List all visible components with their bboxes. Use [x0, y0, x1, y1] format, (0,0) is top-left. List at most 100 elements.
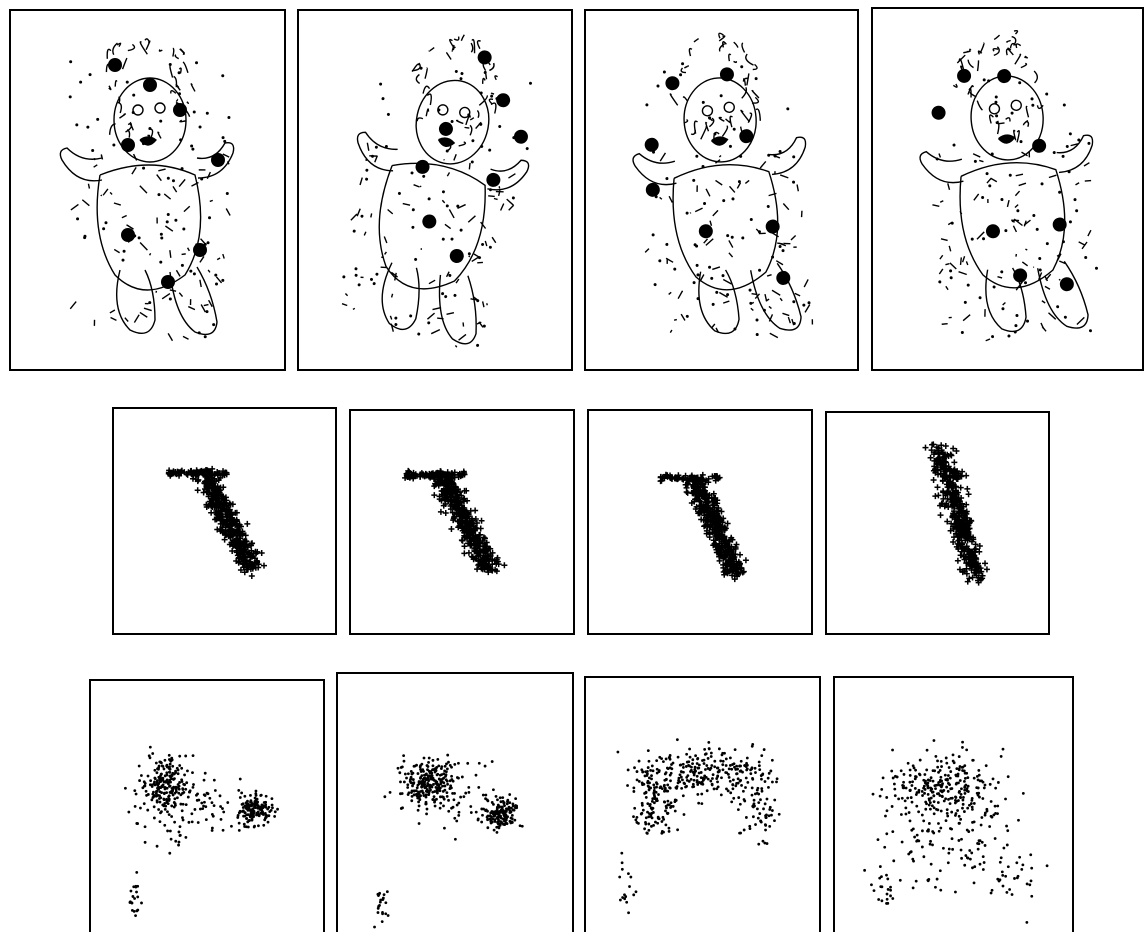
dot-point [870, 883, 873, 886]
dot-point [271, 797, 274, 800]
edge-dot [178, 71, 181, 74]
dot-point [686, 761, 689, 764]
dot-point [171, 788, 174, 791]
dot-point [737, 777, 740, 780]
dot-point [247, 809, 250, 812]
dot-point [141, 786, 144, 789]
dot-point [688, 765, 691, 768]
edge-dot [142, 167, 145, 170]
dot-point [477, 786, 480, 789]
dot-point [731, 783, 734, 786]
edge-stroke [752, 302, 754, 303]
dot-point [135, 891, 138, 894]
dot-point [713, 760, 716, 763]
dot-point [408, 791, 411, 794]
dot-point [924, 788, 927, 791]
edge-stroke [361, 277, 364, 278]
dot-point [708, 748, 711, 751]
dot-point [730, 768, 733, 771]
edge-stroke [674, 320, 677, 321]
dot-point [184, 755, 187, 758]
dot-point [133, 910, 136, 913]
dot-point [496, 831, 499, 834]
dot-point [984, 784, 987, 787]
dot-point [753, 799, 756, 802]
dot-point [669, 774, 672, 777]
dot-point [497, 804, 500, 807]
dot-point [213, 804, 216, 807]
dot-point [249, 815, 252, 818]
dot-point [625, 901, 628, 904]
dot-point [980, 816, 983, 819]
dot-point [1007, 775, 1010, 778]
dot-point [439, 789, 442, 792]
dot-point [633, 766, 636, 769]
dot-point [1006, 829, 1009, 832]
dot-point [932, 794, 935, 797]
dot-point [759, 820, 762, 823]
dot-point [1030, 867, 1033, 870]
dot-point [478, 762, 481, 765]
dot-point [178, 788, 181, 791]
dot-point [423, 774, 426, 777]
dot-point [271, 804, 274, 807]
dot-point [381, 920, 384, 923]
dot-point [704, 768, 707, 771]
dot-point [927, 793, 930, 796]
dot-point [1020, 868, 1023, 871]
dot-point [450, 766, 453, 769]
dot-point [991, 816, 994, 819]
dot-point [765, 814, 768, 817]
dot-point [636, 770, 639, 773]
dot-point [960, 838, 963, 841]
dot-point [251, 815, 254, 818]
dot-point [918, 789, 921, 792]
dot-point [256, 803, 259, 806]
plus-scatter-row [113, 408, 1049, 634]
edge-stroke [499, 186, 500, 188]
dot-point [432, 764, 435, 767]
dot-point [653, 801, 656, 804]
dot-point [153, 769, 156, 772]
dot-point [140, 902, 143, 905]
panel-frame [872, 8, 1143, 370]
dot-point [725, 771, 728, 774]
dot-point [948, 783, 951, 786]
dot-point [138, 765, 141, 768]
dot-point [928, 804, 931, 807]
dot-point [435, 767, 438, 770]
edge-dot [178, 92, 181, 95]
dot-point [901, 841, 904, 844]
dot-point [994, 805, 997, 808]
dot-point [503, 804, 506, 807]
dot-point [666, 790, 669, 793]
dot-point [179, 825, 182, 828]
dot-point [505, 807, 508, 810]
dot-point [148, 754, 151, 757]
dot-point [239, 778, 242, 781]
dot-point [963, 770, 966, 773]
dot-point [677, 781, 680, 784]
dot-point [956, 800, 959, 803]
dot-point [668, 830, 671, 833]
dot-point [912, 827, 915, 830]
dot-point [436, 790, 439, 793]
dot-point [136, 822, 139, 825]
dot-point [182, 791, 185, 794]
dot-point [435, 786, 438, 789]
dot-point [204, 805, 207, 808]
dot-point [677, 756, 680, 759]
dot-point [1001, 871, 1004, 874]
dot-point [140, 774, 143, 777]
dot-point [880, 788, 883, 791]
dot-point [419, 766, 422, 769]
edge-dot [160, 233, 163, 236]
dot-point [475, 811, 478, 814]
dot-point [166, 774, 169, 777]
dot-point [712, 773, 715, 776]
dot-point [911, 784, 914, 787]
dot-point [950, 828, 953, 831]
dot-point [239, 796, 242, 799]
dot-point [983, 787, 986, 790]
dot-point [417, 793, 420, 796]
